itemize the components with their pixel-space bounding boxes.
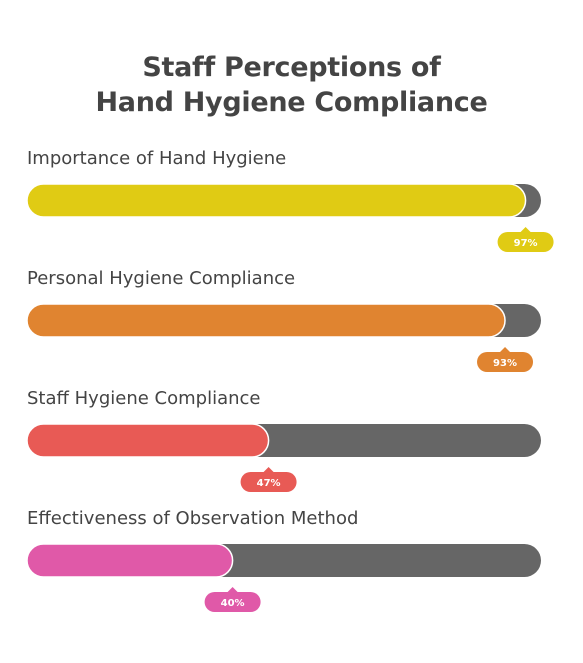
bar-group: Staff Hygiene Compliance 47% <box>26 388 541 492</box>
chart-title: Staff Perceptions of Hand Hygiene Compli… <box>0 50 583 120</box>
data-label: 47% <box>257 478 281 489</box>
data-label-badge <box>477 352 534 372</box>
bar <box>26 543 234 578</box>
data-label-badge <box>497 232 554 252</box>
chart-title-line-2: Hand Hygiene Compliance <box>95 87 488 118</box>
bar-group: Effectiveness of Observation Method 40% <box>26 508 541 612</box>
bar <box>26 303 506 338</box>
data-label-pointer <box>227 587 238 592</box>
data-label-badge <box>240 472 297 492</box>
data-label: 93% <box>493 358 517 369</box>
bar-group: Importance of Hand Hygiene 97% <box>26 148 554 252</box>
data-label-pointer <box>520 227 531 232</box>
category-label: Personal Hygiene Compliance <box>27 268 295 289</box>
data-label-pointer <box>500 347 511 352</box>
bar-group: Personal Hygiene Compliance 93% <box>26 268 541 372</box>
data-label: 40% <box>221 598 245 609</box>
category-label: Staff Hygiene Compliance <box>27 388 260 409</box>
bar <box>26 183 527 218</box>
bar <box>26 423 270 458</box>
data-label: 97% <box>514 238 538 249</box>
category-label: Effectiveness of Observation Method <box>27 508 358 529</box>
chart-title-line-1: Staff Perceptions of <box>142 52 441 83</box>
data-label-badge <box>204 592 261 612</box>
category-label: Importance of Hand Hygiene <box>27 148 286 169</box>
data-label-pointer <box>263 467 274 472</box>
